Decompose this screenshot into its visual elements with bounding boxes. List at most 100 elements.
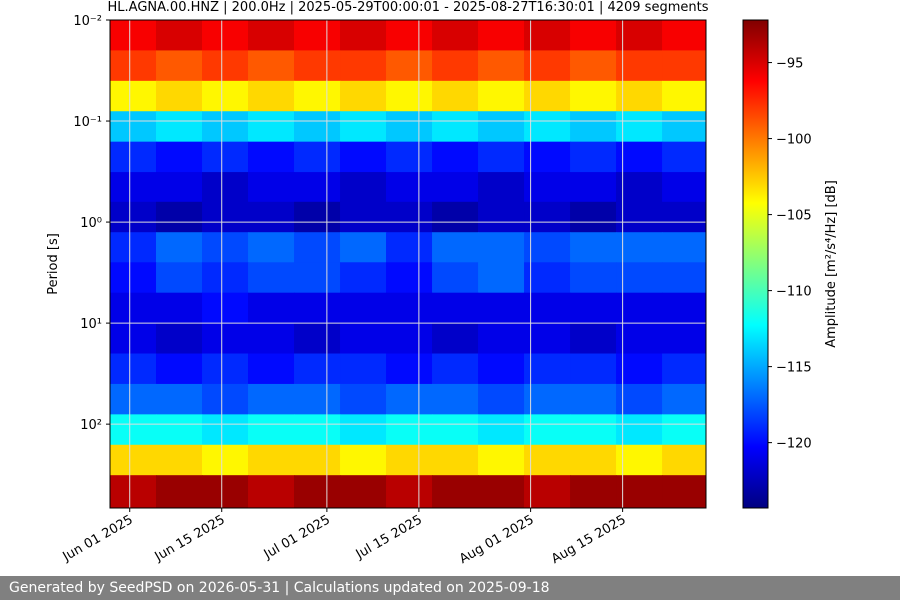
heatmap-cell: [662, 353, 706, 385]
heatmap-cell: [248, 475, 295, 508]
heatmap-cell: [570, 141, 617, 173]
heatmap-cell: [570, 353, 617, 385]
heatmap-cell: [110, 111, 157, 143]
heatmap-cell: [294, 172, 341, 203]
heatmap-cell: [248, 50, 295, 82]
heatmap-cell: [570, 201, 617, 233]
heatmap-cell: [294, 262, 341, 294]
heatmap-cell: [340, 444, 387, 476]
heatmap-cell: [294, 353, 341, 385]
x-tick-label: Jun 01 2025: [60, 512, 136, 565]
heatmap-cell: [110, 323, 157, 355]
heatmap-cell: [202, 141, 249, 173]
heatmap-cell: [524, 20, 571, 51]
heatmap-cell: [202, 50, 249, 82]
heatmap-cell: [248, 111, 295, 143]
heatmap-cell: [662, 20, 706, 51]
colorbar: [742, 19, 769, 509]
x-tick-label: Jul 15 2025: [353, 512, 425, 562]
heatmap-cell: [248, 353, 295, 385]
heatmap-cell: [110, 353, 157, 385]
heatmap-cell: [478, 111, 525, 143]
heatmap-cell: [340, 353, 387, 385]
y-tick-label: 10²: [80, 418, 102, 433]
heatmap-cell: [248, 262, 295, 294]
heatmap-cell: [432, 172, 479, 203]
heatmap-cell: [202, 383, 249, 415]
heatmap-cell: [110, 20, 157, 51]
heatmap-cell: [524, 141, 571, 173]
heatmap-cell: [110, 232, 157, 263]
heatmap-cell: [616, 141, 663, 173]
heatmap-cell: [478, 414, 525, 446]
heatmap-cell: [616, 201, 663, 233]
x-tick-label: Aug 01 2025: [457, 512, 537, 567]
heatmap-cell: [110, 292, 157, 324]
heatmap-cell: [524, 80, 571, 112]
heatmap-cell: [386, 201, 433, 233]
heatmap-cell: [110, 141, 157, 173]
heatmap-cell: [340, 50, 387, 82]
colorbar-tick-label: −105: [776, 209, 812, 224]
heatmap-cell: [156, 383, 203, 415]
heatmap-cell: [570, 111, 617, 143]
heatmap-cell: [340, 414, 387, 446]
heatmap-cell: [662, 50, 706, 82]
heatmap-cell: [386, 414, 433, 446]
heatmap-cell: [294, 444, 341, 476]
heatmap-cell: [110, 475, 157, 508]
heatmap-cell: [156, 201, 203, 233]
heatmap-cell: [340, 232, 387, 263]
heatmap-cell: [524, 383, 571, 415]
heatmap-cell: [432, 353, 479, 385]
heatmap-cell: [110, 383, 157, 415]
heatmap-cell: [340, 80, 387, 112]
x-tick-label: Aug 15 2025: [549, 512, 629, 567]
heatmap-cell: [524, 111, 571, 143]
heatmap-cell: [156, 111, 203, 143]
heatmap-cell: [386, 232, 433, 263]
heatmap-cell: [294, 383, 341, 415]
colorbar-tick-label: −100: [776, 133, 812, 148]
heatmap-cell: [478, 232, 525, 263]
heatmap-cell: [478, 141, 525, 173]
heatmap-cell: [616, 262, 663, 294]
heatmap-cell: [340, 323, 387, 355]
heatmap-cell: [294, 80, 341, 112]
heatmap-cell: [386, 172, 433, 203]
heatmap-cell: [524, 414, 571, 446]
heatmap: [110, 20, 706, 508]
y-tick-label: 10¹: [80, 317, 102, 332]
heatmap-cell: [202, 353, 249, 385]
heatmap-cell: [570, 414, 617, 446]
heatmap-cell: [294, 414, 341, 446]
heatmap-cell: [432, 111, 479, 143]
heatmap-cell: [110, 172, 157, 203]
heatmap-cell: [340, 383, 387, 415]
heatmap-cell: [432, 414, 479, 446]
heatmap-cell: [478, 323, 525, 355]
y-tick-label: 10⁻²: [73, 14, 102, 29]
heatmap-cell: [248, 232, 295, 263]
heatmap-cell: [340, 20, 387, 51]
heatmap-cell: [616, 414, 663, 446]
heatmap-cell: [340, 475, 387, 508]
heatmap-cell: [110, 50, 157, 82]
heatmap-cell: [524, 353, 571, 385]
heatmap-cell: [616, 444, 663, 476]
heatmap-cell: [386, 262, 433, 294]
heatmap-cell: [570, 292, 617, 324]
heatmap-cell: [524, 201, 571, 233]
heatmap-cell: [340, 141, 387, 173]
heatmap-cell: [294, 232, 341, 263]
heatmap-cell: [616, 172, 663, 203]
heatmap-cell: [616, 323, 663, 355]
y-tick-label: 10⁻¹: [73, 115, 102, 130]
heatmap-cell: [432, 20, 479, 51]
heatmap-cell: [524, 475, 571, 508]
heatmap-cell: [340, 111, 387, 143]
heatmap-cell: [156, 292, 203, 324]
heatmap-cell: [202, 232, 249, 263]
heatmap-cell: [386, 20, 433, 51]
heatmap-cell: [248, 201, 295, 233]
